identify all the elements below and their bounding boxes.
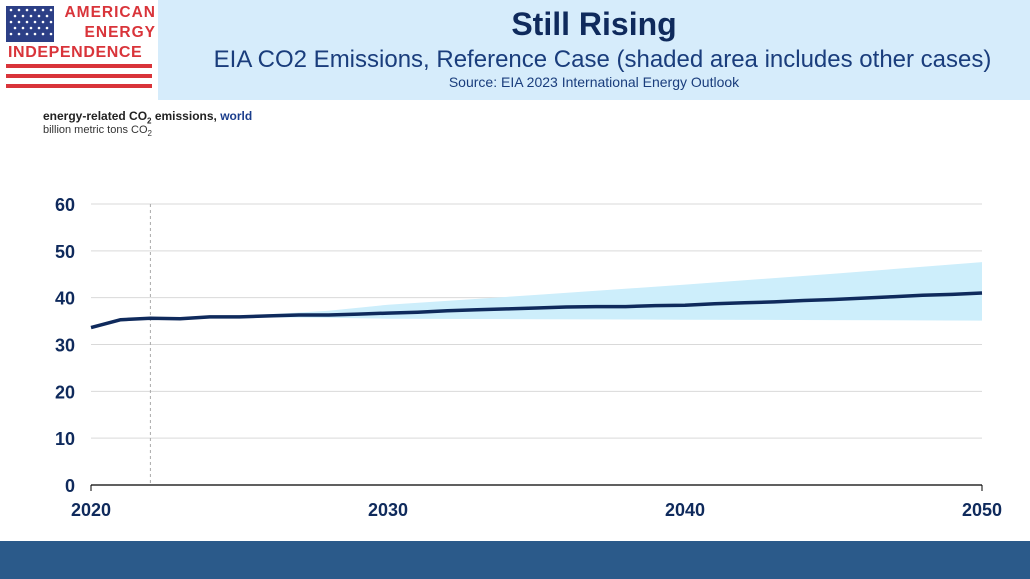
y-tick-label-0: 0: [65, 476, 75, 496]
x-tick-label-2050: 2050: [962, 500, 1002, 520]
chart-units-subscript: 2: [147, 129, 152, 139]
range-band: [150, 262, 982, 321]
flag-stripes-icon: [6, 64, 152, 88]
y-tick-label-40: 40: [55, 289, 75, 309]
page-subtitle: EIA CO2 Emissions, Reference Case (shade…: [213, 46, 992, 73]
source-note: Source: EIA 2023 International Energy Ou…: [448, 74, 740, 90]
chart-units-prefix: billion metric tons CO: [43, 124, 148, 136]
chart-title-subscript: 2: [147, 116, 152, 126]
x-tick-label-2040: 2040: [665, 500, 705, 520]
header-banner: AMERICAN ENERGY INDEPENDENCE Still Risin…: [0, 0, 1030, 100]
logo-text: AMERICAN ENERGY INDEPENDENCE: [8, 3, 156, 61]
logo-line-3: INDEPENDENCE: [8, 44, 143, 61]
chart-title-region: world: [220, 109, 253, 123]
logo-line-2: ENERGY: [84, 24, 156, 41]
y-tick-label-10: 10: [55, 429, 75, 449]
x-tick-label-2020: 2020: [71, 500, 111, 520]
y-tick-label-30: 30: [55, 336, 75, 356]
chart-units: billion metric tons CO2: [43, 124, 152, 138]
x-tick-label-2030: 2030: [368, 500, 408, 520]
page-title: Still Rising: [511, 6, 677, 42]
flag-icon: [6, 6, 54, 42]
y-tick-label-20: 20: [55, 382, 75, 402]
logo: AMERICAN ENERGY INDEPENDENCE: [0, 0, 158, 100]
logo-line-1: AMERICAN: [64, 4, 156, 21]
reference-series-line: [90, 291, 983, 330]
footer-bar: [0, 541, 1030, 579]
chart-title-suffix: emissions,: [151, 109, 221, 123]
chart-title: energy-related CO2 emissions, world: [43, 109, 252, 125]
y-tick-label-50: 50: [55, 242, 75, 262]
y-tick-label-60: 60: [55, 195, 75, 215]
chart-title-prefix: energy-related CO: [43, 109, 148, 123]
